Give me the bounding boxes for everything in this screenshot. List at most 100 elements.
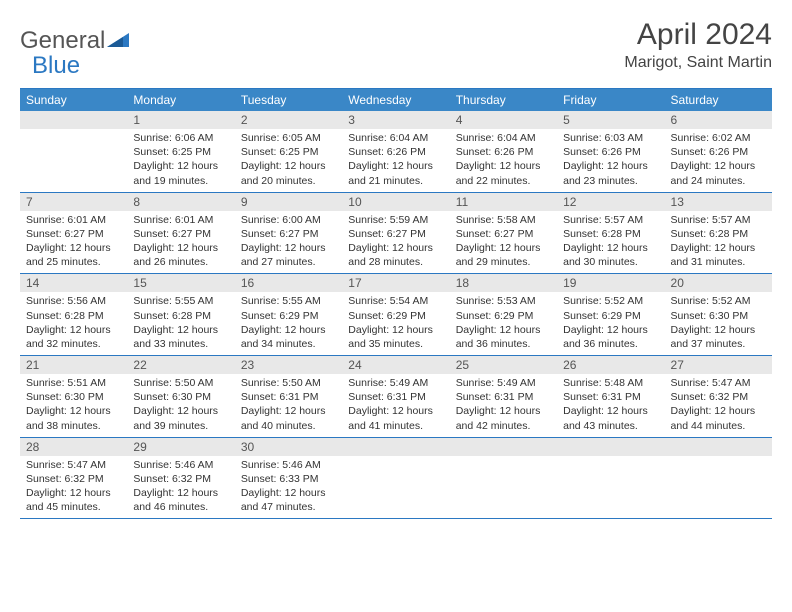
- sunset-text: Sunset: 6:28 PM: [26, 309, 121, 323]
- day-number: 19: [557, 274, 664, 292]
- sunrise-text: Sunrise: 5:52 AM: [671, 294, 766, 308]
- day-details: Sunrise: 5:55 AMSunset: 6:28 PMDaylight:…: [127, 292, 234, 355]
- day-details: Sunrise: 5:52 AMSunset: 6:30 PMDaylight:…: [665, 292, 772, 355]
- sunrise-text: Sunrise: 6:01 AM: [26, 213, 121, 227]
- daylight-text: Daylight: 12 hours and 38 minutes.: [26, 404, 121, 432]
- day-number: 5: [557, 111, 664, 129]
- day-number: 24: [342, 356, 449, 374]
- day-cell: 21Sunrise: 5:51 AMSunset: 6:30 PMDayligh…: [20, 356, 127, 437]
- sunrise-text: Sunrise: 6:03 AM: [563, 131, 658, 145]
- brand-text-1: General: [20, 27, 105, 55]
- day-number: 26: [557, 356, 664, 374]
- day-cell: 27Sunrise: 5:47 AMSunset: 6:32 PMDayligh…: [665, 356, 772, 437]
- sunset-text: Sunset: 6:26 PM: [563, 145, 658, 159]
- day-details: Sunrise: 5:53 AMSunset: 6:29 PMDaylight:…: [450, 292, 557, 355]
- day-details: Sunrise: 6:05 AMSunset: 6:25 PMDaylight:…: [235, 129, 342, 192]
- sunset-text: Sunset: 6:32 PM: [133, 472, 228, 486]
- daylight-text: Daylight: 12 hours and 42 minutes.: [456, 404, 551, 432]
- sunrise-text: Sunrise: 5:48 AM: [563, 376, 658, 390]
- day-cell: [342, 438, 449, 519]
- week-row: 28Sunrise: 5:47 AMSunset: 6:32 PMDayligh…: [20, 438, 772, 520]
- daylight-text: Daylight: 12 hours and 46 minutes.: [133, 486, 228, 514]
- daylight-text: Daylight: 12 hours and 34 minutes.: [241, 323, 336, 351]
- week-row: 14Sunrise: 5:56 AMSunset: 6:28 PMDayligh…: [20, 274, 772, 356]
- sunrise-text: Sunrise: 5:46 AM: [133, 458, 228, 472]
- day-cell: 13Sunrise: 5:57 AMSunset: 6:28 PMDayligh…: [665, 193, 772, 274]
- sunrise-text: Sunrise: 5:46 AM: [241, 458, 336, 472]
- day-cell: 22Sunrise: 5:50 AMSunset: 6:30 PMDayligh…: [127, 356, 234, 437]
- week-row: 7Sunrise: 6:01 AMSunset: 6:27 PMDaylight…: [20, 193, 772, 275]
- sunset-text: Sunset: 6:25 PM: [241, 145, 336, 159]
- sunrise-text: Sunrise: 5:49 AM: [348, 376, 443, 390]
- day-details: Sunrise: 5:55 AMSunset: 6:29 PMDaylight:…: [235, 292, 342, 355]
- daylight-text: Daylight: 12 hours and 26 minutes.: [133, 241, 228, 269]
- sunset-text: Sunset: 6:25 PM: [133, 145, 228, 159]
- day-number: 16: [235, 274, 342, 292]
- day-details: Sunrise: 5:52 AMSunset: 6:29 PMDaylight:…: [557, 292, 664, 355]
- day-details: Sunrise: 5:50 AMSunset: 6:31 PMDaylight:…: [235, 374, 342, 437]
- sunrise-text: Sunrise: 5:47 AM: [671, 376, 766, 390]
- day-cell: 23Sunrise: 5:50 AMSunset: 6:31 PMDayligh…: [235, 356, 342, 437]
- day-details: Sunrise: 5:57 AMSunset: 6:28 PMDaylight:…: [665, 211, 772, 274]
- day-cell: 18Sunrise: 5:53 AMSunset: 6:29 PMDayligh…: [450, 274, 557, 355]
- daylight-text: Daylight: 12 hours and 37 minutes.: [671, 323, 766, 351]
- day-details: Sunrise: 6:04 AMSunset: 6:26 PMDaylight:…: [450, 129, 557, 192]
- daylight-text: Daylight: 12 hours and 41 minutes.: [348, 404, 443, 432]
- daylight-text: Daylight: 12 hours and 21 minutes.: [348, 159, 443, 187]
- daylight-text: Daylight: 12 hours and 22 minutes.: [456, 159, 551, 187]
- sunrise-text: Sunrise: 5:55 AM: [241, 294, 336, 308]
- daylight-text: Daylight: 12 hours and 27 minutes.: [241, 241, 336, 269]
- day-number: 10: [342, 193, 449, 211]
- day-cell: 12Sunrise: 5:57 AMSunset: 6:28 PMDayligh…: [557, 193, 664, 274]
- month-title: April 2024: [624, 18, 772, 52]
- day-number: 13: [665, 193, 772, 211]
- sunrise-text: Sunrise: 5:57 AM: [671, 213, 766, 227]
- day-details: Sunrise: 5:46 AMSunset: 6:32 PMDaylight:…: [127, 456, 234, 519]
- day-number: 12: [557, 193, 664, 211]
- daylight-text: Daylight: 12 hours and 32 minutes.: [26, 323, 121, 351]
- day-cell: 17Sunrise: 5:54 AMSunset: 6:29 PMDayligh…: [342, 274, 449, 355]
- day-number: 4: [450, 111, 557, 129]
- day-number: 21: [20, 356, 127, 374]
- day-details: Sunrise: 5:56 AMSunset: 6:28 PMDaylight:…: [20, 292, 127, 355]
- day-cell: 26Sunrise: 5:48 AMSunset: 6:31 PMDayligh…: [557, 356, 664, 437]
- day-cell: [557, 438, 664, 519]
- sunset-text: Sunset: 6:28 PM: [671, 227, 766, 241]
- sunrise-text: Sunrise: 5:58 AM: [456, 213, 551, 227]
- day-cell: 15Sunrise: 5:55 AMSunset: 6:28 PMDayligh…: [127, 274, 234, 355]
- daylight-text: Daylight: 12 hours and 35 minutes.: [348, 323, 443, 351]
- day-details: Sunrise: 5:51 AMSunset: 6:30 PMDaylight:…: [20, 374, 127, 437]
- day-cell: 5Sunrise: 6:03 AMSunset: 6:26 PMDaylight…: [557, 111, 664, 192]
- daylight-text: Daylight: 12 hours and 28 minutes.: [348, 241, 443, 269]
- day-cell: 29Sunrise: 5:46 AMSunset: 6:32 PMDayligh…: [127, 438, 234, 519]
- sunset-text: Sunset: 6:27 PM: [133, 227, 228, 241]
- day-details: Sunrise: 6:01 AMSunset: 6:27 PMDaylight:…: [127, 211, 234, 274]
- day-cell: 8Sunrise: 6:01 AMSunset: 6:27 PMDaylight…: [127, 193, 234, 274]
- day-details: Sunrise: 5:46 AMSunset: 6:33 PMDaylight:…: [235, 456, 342, 519]
- day-details: [665, 456, 772, 462]
- day-details: Sunrise: 5:47 AMSunset: 6:32 PMDaylight:…: [20, 456, 127, 519]
- daylight-text: Daylight: 12 hours and 19 minutes.: [133, 159, 228, 187]
- day-details: Sunrise: 6:01 AMSunset: 6:27 PMDaylight:…: [20, 211, 127, 274]
- sunrise-text: Sunrise: 5:50 AM: [241, 376, 336, 390]
- sunset-text: Sunset: 6:31 PM: [348, 390, 443, 404]
- sunset-text: Sunset: 6:30 PM: [26, 390, 121, 404]
- weekday-header-row: Sunday Monday Tuesday Wednesday Thursday…: [20, 89, 772, 111]
- day-number: 23: [235, 356, 342, 374]
- day-number: 9: [235, 193, 342, 211]
- sunset-text: Sunset: 6:30 PM: [671, 309, 766, 323]
- sunset-text: Sunset: 6:28 PM: [133, 309, 228, 323]
- sunrise-text: Sunrise: 5:53 AM: [456, 294, 551, 308]
- day-details: Sunrise: 5:54 AMSunset: 6:29 PMDaylight:…: [342, 292, 449, 355]
- daylight-text: Daylight: 12 hours and 25 minutes.: [26, 241, 121, 269]
- day-details: Sunrise: 5:47 AMSunset: 6:32 PMDaylight:…: [665, 374, 772, 437]
- day-number: 18: [450, 274, 557, 292]
- day-number: [557, 438, 664, 456]
- day-number: 15: [127, 274, 234, 292]
- day-details: [20, 129, 127, 135]
- day-number: 1: [127, 111, 234, 129]
- day-cell: 16Sunrise: 5:55 AMSunset: 6:29 PMDayligh…: [235, 274, 342, 355]
- day-number: 25: [450, 356, 557, 374]
- daylight-text: Daylight: 12 hours and 47 minutes.: [241, 486, 336, 514]
- daylight-text: Daylight: 12 hours and 31 minutes.: [671, 241, 766, 269]
